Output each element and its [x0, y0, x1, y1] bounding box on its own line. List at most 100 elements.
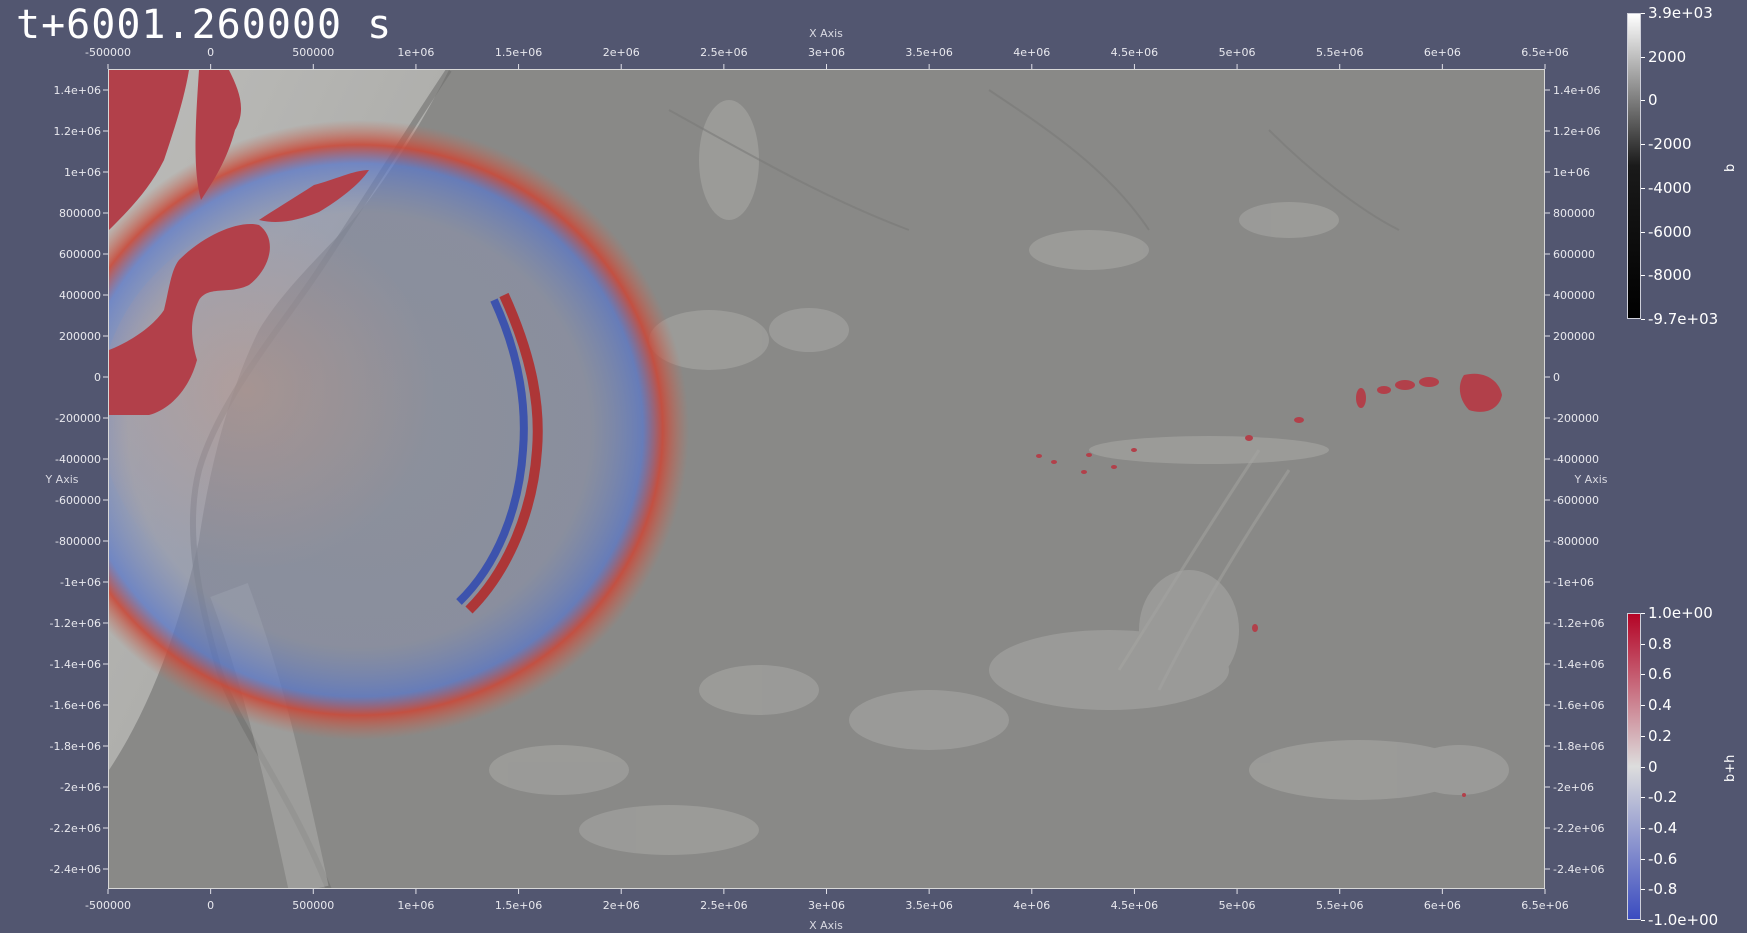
- y-tick-label-left: -1.8e+06: [50, 740, 101, 753]
- colorbar-tick: [1641, 187, 1645, 189]
- colorbar-label: 3.9e+03: [1648, 4, 1713, 22]
- render-viewport[interactable]: [108, 69, 1545, 889]
- x-tick-label-top: 2.5e+06: [700, 46, 747, 59]
- colorbar-tick: [1641, 797, 1645, 799]
- y-tick-label-left: 200000: [59, 330, 101, 343]
- x-tick-label-bottom: 3.5e+06: [905, 899, 952, 912]
- y-tick-label-right: -1.4e+06: [1553, 658, 1604, 671]
- y-tick-label-left: -1.2e+06: [50, 617, 101, 630]
- x-tick-label-bottom: 2e+06: [603, 899, 640, 912]
- x-tick-label-bottom: 4.5e+06: [1111, 899, 1158, 912]
- y-tick-label-left: -600000: [55, 494, 101, 507]
- colorbar-tick: [1641, 705, 1645, 707]
- wave-trough: [456, 298, 528, 605]
- y-tick-label-left: 0: [94, 371, 101, 384]
- x-tick-label-bottom: 5e+06: [1219, 899, 1256, 912]
- wave-crest: [465, 292, 543, 614]
- y-tick-label-right: -800000: [1553, 535, 1599, 548]
- y-tick-label-left: -2.4e+06: [50, 863, 101, 876]
- seamounts: [489, 100, 1509, 855]
- x-tick-label-top: 5e+06: [1219, 46, 1256, 59]
- land-masses: [109, 70, 1502, 797]
- x-tick-label-top: 2e+06: [603, 46, 640, 59]
- colorbar-tick: [1641, 674, 1645, 676]
- y-tick-label-right: -1.2e+06: [1553, 617, 1604, 630]
- y-tick-label-right: -1.6e+06: [1553, 699, 1604, 712]
- colorbar-label: -0.6: [1648, 849, 1678, 868]
- y-tick-label-left: 400000: [59, 289, 101, 302]
- y-tick-label-right: 600000: [1553, 248, 1595, 261]
- y-tick-label-left: 800000: [59, 207, 101, 220]
- y-tick-label-right: 1.4e+06: [1553, 84, 1600, 97]
- y-tick-label-left: -2e+06: [60, 781, 101, 794]
- y-axis-title-left: Y Axis: [44, 473, 78, 486]
- time-readout: t+6001.260000 s: [16, 2, 393, 48]
- y-tick-label-left: 1.4e+06: [54, 84, 101, 97]
- x-tick-label-bottom: 5.5e+06: [1316, 899, 1363, 912]
- x-tick-label-bottom: 2.5e+06: [700, 899, 747, 912]
- x-tick-label-bottom: 4e+06: [1013, 899, 1050, 912]
- colorbar-label: -0.2: [1648, 788, 1678, 807]
- colorbar-label: 2000: [1648, 47, 1687, 66]
- x-axis-title-top: X Axis: [809, 27, 843, 40]
- colorbar-label: -8000: [1648, 266, 1692, 285]
- colorbar-tick: [1641, 319, 1645, 320]
- y-tick-label-right: -600000: [1553, 494, 1599, 507]
- x-tick-label-top: 1e+06: [397, 46, 434, 59]
- colorbar-tick: [1641, 920, 1645, 921]
- colorbar-b-title: b: [1723, 163, 1738, 172]
- colorbar-label: 0.2: [1648, 726, 1672, 745]
- y-axis-title-right: Y Axis: [1573, 473, 1607, 486]
- y-tick-label-right: -2.4e+06: [1553, 863, 1604, 876]
- colorbar-label: -9.7e+03: [1648, 310, 1719, 328]
- y-tick-label-right: 800000: [1553, 207, 1595, 220]
- colorbar-tick: [1641, 144, 1645, 146]
- y-tick-label-right: -400000: [1553, 453, 1599, 466]
- y-tick-label-right: 200000: [1553, 330, 1595, 343]
- y-tick-label-right: -2.2e+06: [1553, 822, 1604, 835]
- x-tick-label-top: 1.5e+06: [495, 46, 542, 59]
- colorbar-label: -6000: [1648, 222, 1692, 241]
- y-tick-label-right: 1.2e+06: [1553, 125, 1600, 138]
- x-tick-label-top: 5.5e+06: [1316, 46, 1363, 59]
- y-tick-label-left: 1e+06: [64, 166, 101, 179]
- colorbar-label: -4000: [1648, 178, 1692, 197]
- colorbar-label: 0.6: [1648, 665, 1672, 684]
- x-tick-label-top: 3.5e+06: [905, 46, 952, 59]
- colorbar-tick: [1641, 613, 1645, 614]
- colorbar-label: -0.4: [1648, 818, 1678, 837]
- x-tick-label-bottom: 6.5e+06: [1521, 899, 1568, 912]
- y-tick-label-left: 1.2e+06: [54, 125, 101, 138]
- x-tick-label-bottom: 1e+06: [397, 899, 434, 912]
- y-tick-label-left: 600000: [59, 248, 101, 261]
- x-tick-label-bottom: -500000: [85, 899, 131, 912]
- colorbar-b: [1627, 13, 1641, 319]
- colorbar-label: 0: [1648, 757, 1658, 776]
- y-tick-label-left: -1.6e+06: [50, 699, 101, 712]
- x-tick-label-top: 6e+06: [1424, 46, 1461, 59]
- colorbar-label: 0.4: [1648, 696, 1672, 715]
- x-tick-label-top: 6.5e+06: [1521, 46, 1568, 59]
- x-tick-label-bottom: 3e+06: [808, 899, 845, 912]
- colorbar-tick: [1641, 827, 1645, 829]
- colorbar-tick: [1641, 889, 1645, 891]
- y-tick-label-right: 0: [1553, 371, 1560, 384]
- colorbar-label: -1.0e+00: [1648, 911, 1719, 929]
- colorbar-tick: [1641, 13, 1645, 14]
- colorbar-label: 1.0e+00: [1648, 604, 1713, 622]
- colorbar-label: -0.8: [1648, 880, 1678, 899]
- x-tick-label-top: 3e+06: [808, 46, 845, 59]
- colorbar-bh: [1627, 613, 1641, 920]
- y-tick-label-right: -1e+06: [1553, 576, 1594, 589]
- colorbar-tick: [1641, 766, 1645, 768]
- y-tick-label-left: -400000: [55, 453, 101, 466]
- colorbar-tick: [1641, 735, 1645, 737]
- colorbar-tick: [1641, 858, 1645, 860]
- colorbar-label: 0: [1648, 91, 1658, 110]
- colorbar-label: 0.8: [1648, 634, 1672, 653]
- colorbar-tick: [1641, 275, 1645, 277]
- simulation-render: [109, 70, 1544, 888]
- y-tick-label-right: -200000: [1553, 412, 1599, 425]
- x-tick-label-top: 4.5e+06: [1111, 46, 1158, 59]
- y-tick-label-right: 400000: [1553, 289, 1595, 302]
